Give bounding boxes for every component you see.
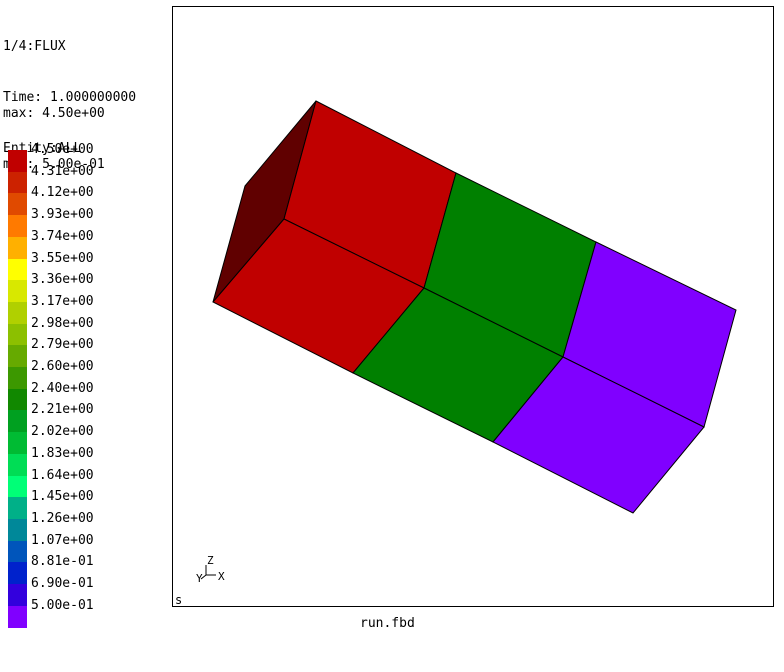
legend-value: 1.64e+00 [31,467,94,483]
legend-swatch [8,301,27,324]
legend-entry: 4.31e+00 [8,164,168,194]
legend-entry: 4.50e+00 [8,143,168,172]
legend-entry: 2.02e+00 [8,425,168,455]
legend-value: 6.90e-01 [31,576,94,591]
triad-z-label: Z [207,554,214,567]
legend-value: 3.17e+00 [31,293,94,309]
legend-swatch [8,410,27,433]
graphics-viewport[interactable] [172,6,774,607]
legend-entry: 3.74e+00 [8,229,168,259]
time-label: Time: 1.000000000 [3,90,137,105]
legend-value: 1.26e+00 [31,510,94,526]
legend-value: 3.36e+00 [31,272,94,288]
legend-value: 2.02e+00 [31,424,94,440]
max-label: max: 4.50e+00 [3,106,105,121]
legend-value: 1.45e+00 [31,489,94,505]
legend-swatch [8,345,27,368]
legend-entry: 3.55e+00 [8,251,168,281]
axis-triad-icon: Z Y X [196,554,225,585]
legend-entry: 2.60e+00 [8,360,168,389]
legend-entry: 6.90e-01 [8,577,168,606]
legend-entry: 2.79e+00 [8,338,168,368]
legend-swatch [8,258,27,281]
legend-swatch [8,518,27,541]
legend-value: 3.74e+00 [31,228,94,244]
legend-swatch [8,605,27,628]
legend-entry: 2.21e+00 [8,403,168,433]
legend-entry: 8.81e-01 [8,555,168,585]
legend-value: 2.60e+00 [31,359,94,374]
legend-value: 2.21e+00 [31,402,94,418]
legend-value: 3.93e+00 [31,207,94,223]
legend-swatch [8,367,27,389]
legend-entry: 2.98e+00 [8,316,168,346]
legend-value: 4.50e+00 [31,142,94,157]
legend-swatch [8,540,27,563]
legend-swatch [8,475,27,498]
legend-entry: 3.36e+00 [8,273,168,303]
legend-swatch [8,323,27,346]
legend-entry: 1.26e+00 [8,511,168,541]
legend-entry: 1.83e+00 [8,446,168,476]
legend-value: 1.83e+00 [31,445,94,461]
legend-swatch [8,453,27,476]
legend-swatch [8,584,27,606]
legend-entry: 1.45e+00 [8,490,168,520]
legend-value: 4.12e+00 [31,185,94,201]
legend-swatch [8,215,27,238]
legend-value: 2.40e+00 [31,380,94,396]
legend-swatch [8,280,27,303]
element-face-front-3 [492,356,705,514]
legend-value: 1.07e+00 [31,532,94,548]
legend-value: 2.98e+00 [31,315,94,331]
legend-value: 5.00e-01 [31,597,94,613]
legend-value: 2.79e+00 [31,337,94,353]
legend-entry: 2.40e+00 [8,381,168,411]
legend-entry: 1.07e+00 [8,533,168,563]
legend-swatch [8,193,27,216]
triad-x-label: X [218,570,225,583]
legend-swatch [8,432,27,455]
legend-entry: 3.17e+00 [8,294,168,324]
legend-swatch [8,236,27,259]
legend-swatch [8,497,27,520]
legend-value: 8.81e-01 [31,554,94,570]
file-name: run.fbd [360,616,415,631]
dataset-label: 1/4:FLUX [3,39,66,54]
legend-entry: 4.12e+00 [8,186,168,216]
legend-swatch [8,150,27,172]
legend-value: 3.55e+00 [31,250,94,266]
triad-y-label: Y [196,572,203,585]
view-indicator: s [175,593,183,607]
legend-swatch [8,171,27,194]
legend-entry: 1.64e+00 [8,468,168,498]
legend-swatch [8,562,27,585]
legend-entry: 5.00e-01 [8,598,168,628]
legend-swatch [8,388,27,411]
legend-entry: 3.93e+00 [8,208,168,238]
legend-value: 4.31e+00 [31,163,94,179]
model-view[interactable] [173,7,773,606]
